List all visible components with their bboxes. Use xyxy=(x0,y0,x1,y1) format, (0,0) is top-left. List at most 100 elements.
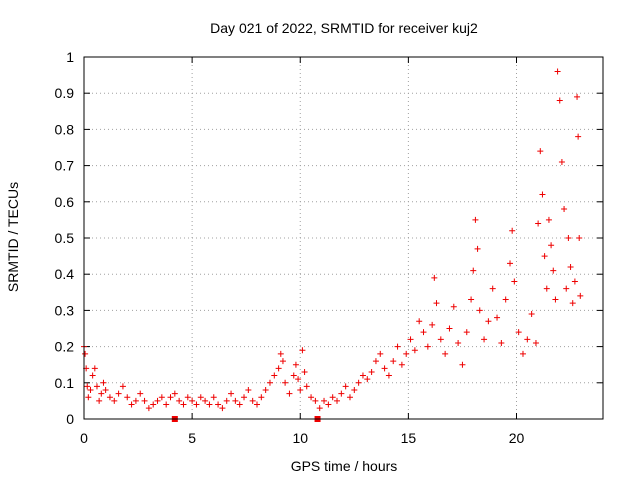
data-point xyxy=(543,285,550,292)
data-point xyxy=(346,394,353,401)
data-point xyxy=(537,148,544,155)
data-point xyxy=(219,405,226,412)
data-point xyxy=(85,394,92,401)
data-point xyxy=(290,372,297,379)
data-point xyxy=(232,397,239,404)
data-point xyxy=(158,394,165,401)
data-point xyxy=(145,405,152,412)
data-point xyxy=(394,343,401,350)
data-point xyxy=(338,390,345,397)
y-tick-label: 0.3 xyxy=(55,302,75,318)
data-point xyxy=(532,339,539,346)
data-point xyxy=(189,397,196,404)
data-point xyxy=(481,336,488,343)
y-tick-labels: 0 0.1 0.2 0.3 0.4 0.5 0.6 0.7 0.8 0.9 1 xyxy=(55,49,75,427)
data-point xyxy=(548,242,555,249)
data-point xyxy=(154,397,161,404)
data-point xyxy=(87,387,94,394)
data-point xyxy=(321,397,328,404)
data-point xyxy=(167,394,174,401)
data-point xyxy=(398,361,405,368)
data-point xyxy=(390,358,397,365)
x-tick-label: 10 xyxy=(292,430,308,446)
data-point xyxy=(571,278,578,285)
data-point xyxy=(489,285,496,292)
data-point xyxy=(228,390,235,397)
data-point xyxy=(106,394,113,401)
data-point xyxy=(446,325,453,332)
data-point xyxy=(381,365,388,372)
data-point xyxy=(282,379,289,386)
data-point xyxy=(115,390,122,397)
data-point xyxy=(364,376,371,383)
data-point xyxy=(325,401,332,408)
y-tick-label: 1 xyxy=(66,49,74,65)
chart-title: Day 021 of 2022, SRMTID for receiver kuj… xyxy=(210,20,478,36)
data-point xyxy=(329,394,336,401)
data-point xyxy=(295,376,302,383)
data-point xyxy=(100,379,107,386)
data-point xyxy=(193,401,200,408)
data-point xyxy=(515,329,522,336)
data-point xyxy=(431,274,438,281)
data-point xyxy=(554,68,561,75)
y-tick-label: 0.7 xyxy=(55,158,75,174)
data-point xyxy=(535,220,542,227)
data-point xyxy=(96,397,103,404)
data-point xyxy=(163,401,170,408)
data-point xyxy=(180,401,187,408)
data-point xyxy=(275,365,282,372)
data-point xyxy=(355,379,362,386)
data-point xyxy=(119,383,126,390)
data-point xyxy=(210,394,217,401)
data-point xyxy=(420,329,427,336)
data-point xyxy=(277,350,284,357)
data-point xyxy=(266,379,273,386)
x-axis-label: GPS time / hours xyxy=(291,458,398,474)
data-point xyxy=(463,329,470,336)
data-point xyxy=(292,361,299,368)
y-axis-label: SRMTID / TECUs xyxy=(5,182,21,292)
x-tick-label: 15 xyxy=(401,430,417,446)
data-point xyxy=(236,401,243,408)
data-point xyxy=(299,347,306,354)
data-point xyxy=(128,401,135,408)
data-point xyxy=(377,350,384,357)
x-tick-labels: 0 5 10 15 20 xyxy=(80,430,524,446)
data-points xyxy=(81,68,584,412)
x-tick-label: 5 xyxy=(188,430,196,446)
data-point xyxy=(576,235,583,241)
data-point xyxy=(91,365,98,372)
data-point xyxy=(455,339,462,346)
data-point xyxy=(176,397,183,404)
y-tick-label: 0.1 xyxy=(55,375,75,391)
data-point xyxy=(271,372,278,379)
data-point xyxy=(470,267,477,274)
data-point xyxy=(342,383,349,390)
data-point xyxy=(569,300,576,307)
data-point xyxy=(494,314,501,321)
data-point xyxy=(124,394,131,401)
data-point xyxy=(411,347,418,354)
data-point xyxy=(132,397,139,404)
data-point xyxy=(262,387,269,394)
data-point xyxy=(301,368,308,375)
data-point xyxy=(541,253,548,260)
data-point xyxy=(507,260,514,267)
data-point xyxy=(359,372,366,379)
data-point xyxy=(509,227,516,234)
data-point xyxy=(459,361,466,368)
y-tick-label: 0 xyxy=(66,411,74,427)
data-point xyxy=(433,300,440,307)
y-tick-label: 0.5 xyxy=(55,230,75,246)
grid xyxy=(84,57,603,419)
data-point xyxy=(279,358,286,365)
data-point xyxy=(84,383,91,390)
data-point xyxy=(539,191,546,198)
data-point xyxy=(563,285,570,292)
data-point xyxy=(82,350,89,357)
data-point xyxy=(565,235,572,241)
data-point xyxy=(502,296,509,303)
data-point xyxy=(102,387,109,394)
